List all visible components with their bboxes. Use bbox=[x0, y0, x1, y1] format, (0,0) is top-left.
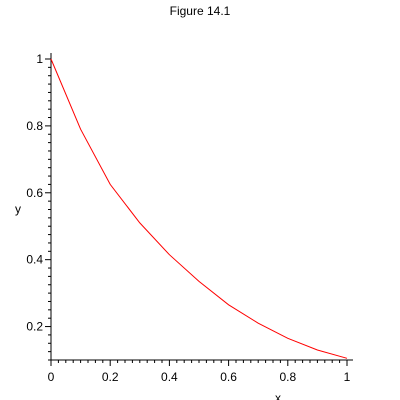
y-axis-title: y bbox=[15, 202, 21, 216]
tick-labels: 0 0.2 0.4 0.6 0.8 1 0.2 0.4 0.6 0.8 1 bbox=[26, 52, 350, 384]
figure-title: Figure 14.1 bbox=[169, 4, 231, 18]
x-tick-label: 0.2 bbox=[102, 370, 119, 384]
x-axis-title: x bbox=[275, 391, 281, 400]
series-line bbox=[50, 58, 348, 359]
x-tick-label: 0.6 bbox=[220, 370, 237, 384]
x-tick-label: 0.8 bbox=[279, 370, 296, 384]
y-tick-label: 0.2 bbox=[26, 320, 43, 334]
ticks bbox=[45, 58, 348, 366]
axes bbox=[50, 53, 353, 361]
y-tick-label: 0.8 bbox=[26, 119, 43, 133]
x-tick-label: 0.4 bbox=[161, 370, 178, 384]
y-tick-label: 1 bbox=[36, 52, 43, 66]
x-tick-label: 0 bbox=[48, 370, 55, 384]
y-tick-label: 0.4 bbox=[26, 253, 43, 267]
series-layer bbox=[50, 58, 348, 359]
y-tick-label: 0.6 bbox=[26, 186, 43, 200]
x-tick-label: 1 bbox=[344, 370, 351, 384]
